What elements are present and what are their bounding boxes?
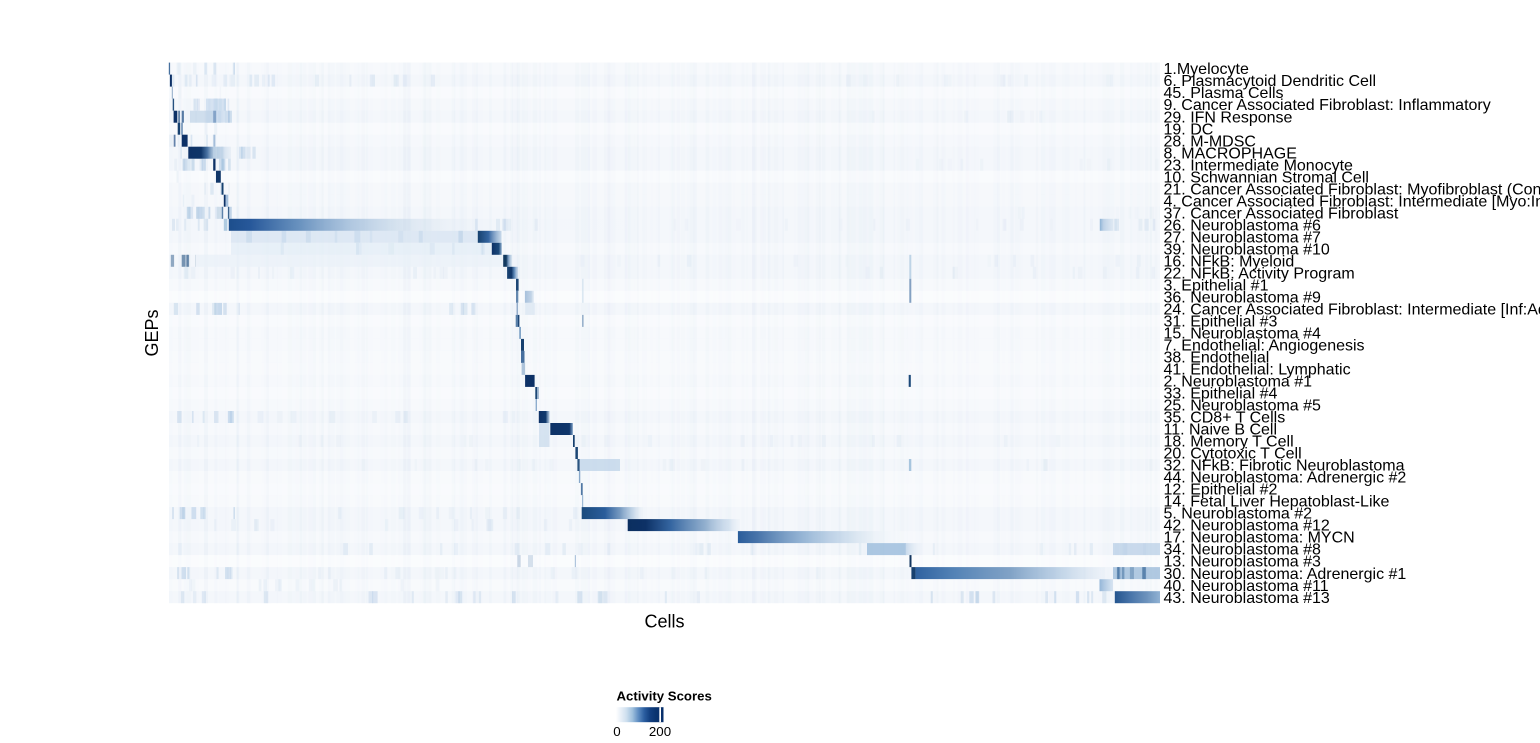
svg-text:16. NFkB: Myeloid: 16. NFkB: Myeloid: [1164, 253, 1295, 270]
svg-text:22. NFkB: Activity Program: 22. NFkB: Activity Program: [1164, 265, 1355, 282]
svg-text:44. Neuroblastoma: Adrenergic: 44. Neuroblastoma: Adrenergic #2: [1164, 470, 1407, 487]
svg-text:33. Epithelial #4: 33. Epithelial #4: [1164, 386, 1278, 403]
svg-text:Activity Scores: Activity Scores: [617, 688, 712, 703]
svg-text:45. Plasma Cells: 45. Plasma Cells: [1164, 85, 1284, 102]
svg-text:21. Cancer Associated Fibrobla: 21. Cancer Associated Fibroblast: Myofib…: [1164, 181, 1540, 198]
svg-text:3. Epithelial #1: 3. Epithelial #1: [1164, 277, 1269, 294]
svg-text:Cells: Cells: [644, 611, 684, 631]
svg-text:5. Neuroblastoma #2: 5. Neuroblastoma #2: [1164, 506, 1313, 523]
svg-text:8. MACROPHAGE: 8. MACROPHAGE: [1164, 145, 1297, 162]
svg-text:29. IFN Response: 29. IFN Response: [1164, 109, 1293, 126]
svg-text:13. Neuroblastoma #3: 13. Neuroblastoma #3: [1164, 554, 1322, 571]
svg-text:11. Naive B Cell: 11. Naive B Cell: [1164, 422, 1278, 439]
svg-text:18. Memory T Cell: 18. Memory T Cell: [1164, 434, 1294, 451]
svg-text:10. Schwannian Stromal Cell: 10. Schwannian Stromal Cell: [1164, 169, 1369, 186]
svg-text:35. CD8+ T Cells: 35. CD8+ T Cells: [1164, 410, 1286, 427]
svg-text:15. Neuroblastoma #4: 15. Neuroblastoma #4: [1164, 326, 1322, 343]
svg-text:26. Neuroblastoma #6: 26. Neuroblastoma #6: [1164, 217, 1322, 234]
svg-text:25. Neuroblastoma #5: 25. Neuroblastoma #5: [1164, 398, 1322, 415]
svg-text:34. Neuroblastoma #8: 34. Neuroblastoma #8: [1164, 542, 1322, 559]
svg-text:GEPs: GEPs: [142, 309, 162, 356]
svg-text:1.Myelocyte: 1.Myelocyte: [1164, 61, 1249, 78]
svg-text:42. Neuroblastoma #12: 42. Neuroblastoma #12: [1164, 518, 1330, 535]
svg-text:6. Plasmacytoid Dendritic Cell: 6. Plasmacytoid Dendritic Cell: [1164, 73, 1377, 90]
svg-text:19. DC: 19. DC: [1164, 121, 1214, 138]
svg-text:20. Cytotoxic T Cell: 20. Cytotoxic T Cell: [1164, 446, 1302, 463]
svg-text:37. Cancer Associated Fibrobla: 37. Cancer Associated Fibroblast: [1164, 205, 1399, 222]
svg-text:39. Neuroblastoma #10: 39. Neuroblastoma #10: [1164, 241, 1330, 258]
svg-text:200: 200: [649, 724, 671, 739]
svg-text:0: 0: [613, 724, 620, 739]
svg-text:28. M-MDSC: 28. M-MDSC: [1164, 133, 1256, 150]
svg-text:17. Neuroblastoma: MYCN: 17. Neuroblastoma: MYCN: [1164, 530, 1355, 547]
svg-text:9. Cancer Associated Fibroblas: 9. Cancer Associated Fibroblast: Inflamm…: [1164, 97, 1491, 114]
svg-text:36. Neuroblastoma #9: 36. Neuroblastoma #9: [1164, 290, 1322, 307]
svg-text:30. Neuroblastoma: Adrenergic: 30. Neuroblastoma: Adrenergic #1: [1164, 566, 1407, 583]
svg-text:41. Endothelial: Lymphatic: 41. Endothelial: Lymphatic: [1164, 362, 1351, 379]
svg-text:4. Cancer Associated Fibroblas: 4. Cancer Associated Fibroblast: Interme…: [1164, 193, 1540, 210]
svg-text:23. Intermediate Monocyte: 23. Intermediate Monocyte: [1164, 157, 1354, 174]
svg-text:43. Neuroblastoma #13: 43. Neuroblastoma #13: [1164, 590, 1330, 607]
svg-text:2. Neuroblastoma #1: 2. Neuroblastoma #1: [1164, 374, 1313, 391]
svg-text:40. Neuroblastoma #11: 40. Neuroblastoma #11: [1164, 578, 1329, 595]
svg-text:31. Epithelial #3: 31. Epithelial #3: [1164, 314, 1278, 331]
svg-text:14. Fetal Liver Hepatoblast-Li: 14. Fetal Liver Hepatoblast-Like: [1164, 494, 1390, 511]
svg-text:7. Endothelial: Angiogenesis: 7. Endothelial: Angiogenesis: [1164, 338, 1365, 355]
svg-text:27. Neuroblastoma #7: 27. Neuroblastoma #7: [1164, 229, 1322, 246]
svg-text:24. Cancer Associated Fibrobla: 24. Cancer Associated Fibroblast: Interm…: [1164, 302, 1540, 319]
svg-text:38. Endothelial: 38. Endothelial: [1164, 350, 1270, 367]
svg-text:32. NFkB: Fibrotic Neuroblasto: 32. NFkB: Fibrotic Neuroblastoma: [1164, 458, 1405, 475]
svg-text:12. Epithelial #2: 12. Epithelial #2: [1164, 482, 1278, 499]
